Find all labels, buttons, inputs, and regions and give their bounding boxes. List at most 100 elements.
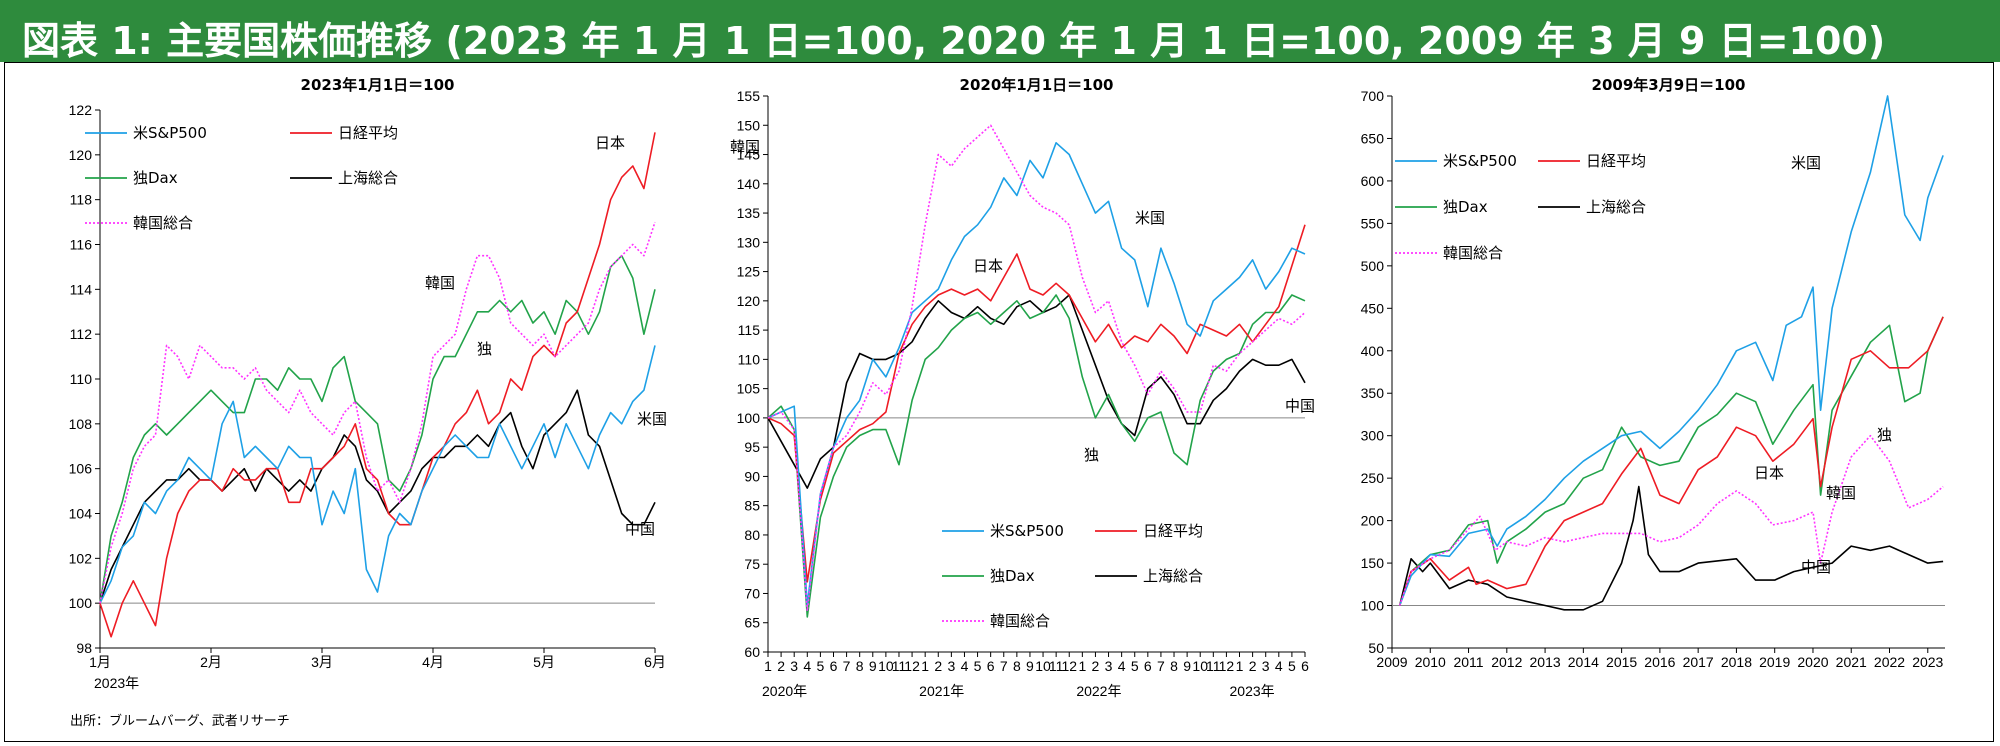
y-tick-label: 120 [737, 293, 761, 309]
y-tick-label: 108 [69, 416, 93, 432]
series-line-dax [1398, 316, 1944, 606]
x-tick-label: 4 [803, 658, 811, 674]
x-tick-label: 8 [1013, 658, 1021, 674]
annotation-label: 日本 [595, 134, 625, 152]
y-tick-label: 90 [744, 468, 760, 484]
y-tick-label: 150 [1361, 555, 1385, 571]
x-tick-label: 6 [830, 658, 838, 674]
x-tick-label: 8 [856, 658, 864, 674]
y-tick-label: 105 [737, 381, 761, 397]
legend-label-shanghai: 上海総合 [1143, 567, 1203, 585]
y-tick-label: 550 [1361, 215, 1385, 231]
x-tick-label: 4 [961, 658, 969, 674]
y-tick-label: 250 [1361, 470, 1385, 486]
y-tick-label: 104 [69, 506, 93, 522]
y-tick-label: 150 [737, 117, 761, 133]
chart-panel-3: 2009年3月9日＝100 50 100 150 200 250 300 350 400 450 5… [1320, 66, 1990, 706]
annotation-label: 独 [1084, 446, 1099, 464]
series-line-kospi [99, 221, 656, 604]
chart-2023: 2023年1月1日＝100 98 100 102 104 106 108 110 112 114 1… [69, 76, 667, 691]
x-tick-label: 6 [987, 658, 995, 674]
y-tick-label: 98 [76, 640, 92, 656]
x-tick-label: 12 [904, 658, 920, 674]
x-year-label: 2023年 [94, 675, 139, 691]
legend-label-sp500: 米S&P500 [990, 522, 1064, 540]
y-tick-label: 60 [744, 644, 760, 660]
page-title: 図表 1: 主要国株価推移 (2023 年 1 月 1 日=100, 2020 … [22, 19, 1886, 63]
y-tick-label: 135 [737, 205, 761, 221]
y-tick-label: 114 [70, 281, 93, 297]
chart-frame [4, 62, 1994, 742]
x-tick-label: 2020 [1797, 654, 1828, 670]
legend-label-kospi: 韓国総合 [990, 612, 1050, 630]
annotation-label: 中国 [625, 520, 655, 538]
x-tick-label: 9 [1183, 658, 1191, 674]
x-tick-label: 3 [947, 658, 955, 674]
x-tick-label: 6月 [644, 654, 666, 670]
x-tick-label: 2015 [1606, 654, 1637, 670]
x-tick-label: 10 [1035, 658, 1051, 674]
chart-title: 2020年1月1日＝100 [960, 76, 1114, 94]
annotation-label: 中国 [1285, 397, 1315, 415]
y-tick-label: 100 [69, 595, 93, 611]
legend-label-nikkei: 日経平均 [1143, 522, 1203, 540]
annotation-label: 独 [1877, 426, 1892, 444]
legend-label-nikkei: 日経平均 [1586, 152, 1646, 170]
x-tick-label: 4 [1275, 658, 1283, 674]
x-tick-label: 1 [921, 658, 929, 674]
x-year-label: 2020年 [762, 683, 807, 699]
chart-panel-2: 2020年1月1日＝100 60 65 70 75 80 85 90 95 100 105 110 11… [680, 66, 1320, 706]
y-tick-label: 80 [744, 527, 760, 543]
y-tick-label: 300 [1361, 428, 1385, 444]
y-tick-label: 65 [744, 615, 760, 631]
x-tick-label: 11 [1206, 658, 1221, 674]
y-tick-label: 110 [738, 351, 761, 367]
series-line-nikkei [99, 132, 656, 638]
legend-label-sp500: 米S&P500 [133, 124, 207, 142]
x-year-label: 2021年 [919, 683, 964, 699]
x-tick-label: 2 [1092, 658, 1100, 674]
x-tick-label: 11 [1049, 658, 1064, 674]
y-tick-label: 70 [744, 585, 760, 601]
x-tick-label: 3 [1262, 658, 1270, 674]
x-tick-label: 5 [974, 658, 982, 674]
x-tick-label: 2021 [1836, 654, 1867, 670]
series-line-sp500 [767, 142, 1306, 607]
y-tick-label: 500 [1361, 258, 1385, 274]
y-tick-label: 118 [70, 192, 93, 208]
x-tick-label: 5 [1288, 658, 1296, 674]
y-tick-label: 116 [70, 237, 93, 253]
y-tick-label: 112 [70, 326, 93, 342]
x-tick-label: 6 [1301, 658, 1309, 674]
legend-label-nikkei: 日経平均 [338, 124, 398, 142]
annotation-label: 中国 [1801, 558, 1831, 576]
annotation-label: 日本 [973, 257, 1003, 275]
series-line-dax [767, 294, 1306, 618]
annotation-label: 日本 [1754, 464, 1784, 482]
y-tick-label: 450 [1361, 300, 1385, 316]
series-line-sp500 [1398, 95, 1944, 606]
y-tick-label: 155 [737, 88, 761, 104]
y-tick-label: 75 [744, 556, 760, 572]
annotation-label: 米国 [1135, 209, 1165, 227]
y-tick-label: 115 [738, 322, 761, 338]
y-tick-label: 200 [1361, 513, 1385, 529]
series-line-nikkei [767, 224, 1306, 583]
x-tick-label: 2019 [1759, 654, 1790, 670]
series-line-kospi [1398, 434, 1944, 606]
x-tick-label: 9 [869, 658, 877, 674]
legend-label-shanghai: 上海総合 [338, 169, 398, 187]
y-tick-label: 130 [737, 234, 761, 250]
annotation-label: 米国 [1791, 154, 1821, 172]
x-tick-label: 2月 [200, 654, 222, 670]
x-tick-label: 2011 [1453, 654, 1483, 670]
x-tick-label: 1 [1078, 658, 1086, 674]
y-tick-label: 122 [69, 102, 93, 118]
x-year-label: 2023年 [1230, 683, 1275, 699]
chart-2020: 2020年1月1日＝100606570758085909510010511011… [730, 76, 1315, 699]
chart-title: 2009年3月9日＝100 [1592, 76, 1746, 94]
x-tick-label: 2012 [1491, 654, 1522, 670]
y-tick-label: 100 [1361, 598, 1385, 614]
annotation-label: 韓国 [1826, 484, 1856, 502]
x-tick-label: 9 [1026, 658, 1034, 674]
